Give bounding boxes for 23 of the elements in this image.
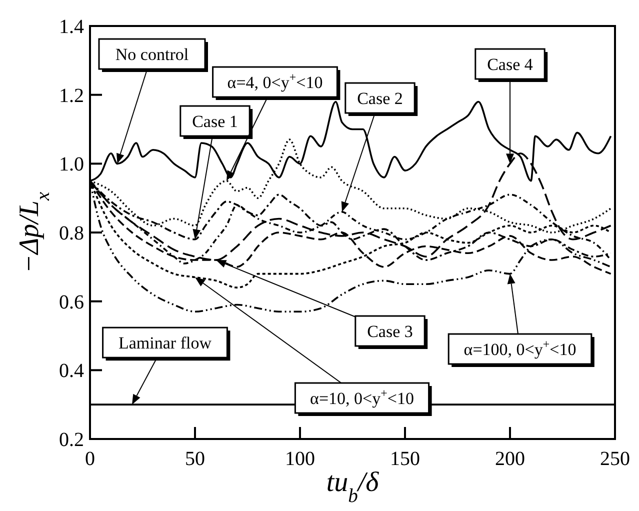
x-axis-title: tu$_{b}$/δ — [326, 467, 380, 506]
ref-line-label: Laminar flow — [118, 334, 212, 353]
y-tick-label: 0.8 — [59, 222, 84, 244]
text: α=4, 0<y$^{+}$<10 — [227, 70, 323, 92]
x-tick-label: 200 — [495, 448, 525, 470]
y-tick-label: 0.2 — [59, 429, 84, 451]
text: Case 1 — [192, 112, 238, 131]
x-tick-label: 100 — [285, 448, 315, 470]
text: No control — [115, 45, 189, 64]
x-tick-label: 250 — [600, 448, 630, 470]
text: Case 2 — [357, 89, 403, 108]
y-tick-label: 1.4 — [59, 16, 84, 38]
x-tick-label: 150 — [390, 448, 420, 470]
text: Case 4 — [487, 55, 534, 74]
y-tick-label: 1.2 — [59, 84, 84, 107]
text: α=10, 0<y$^{+}$<10 — [310, 386, 414, 408]
y-tick-label: 0.4 — [59, 360, 84, 382]
text: α=100, 0<y$^{+}$<10 — [464, 337, 576, 359]
x-tick-label: 50 — [185, 448, 205, 470]
text: Case 3 — [367, 322, 413, 341]
y-tick-label: 0.6 — [59, 291, 84, 314]
x-tick-label: 0 — [85, 448, 95, 470]
y-tick-label: 1.0 — [59, 154, 84, 176]
